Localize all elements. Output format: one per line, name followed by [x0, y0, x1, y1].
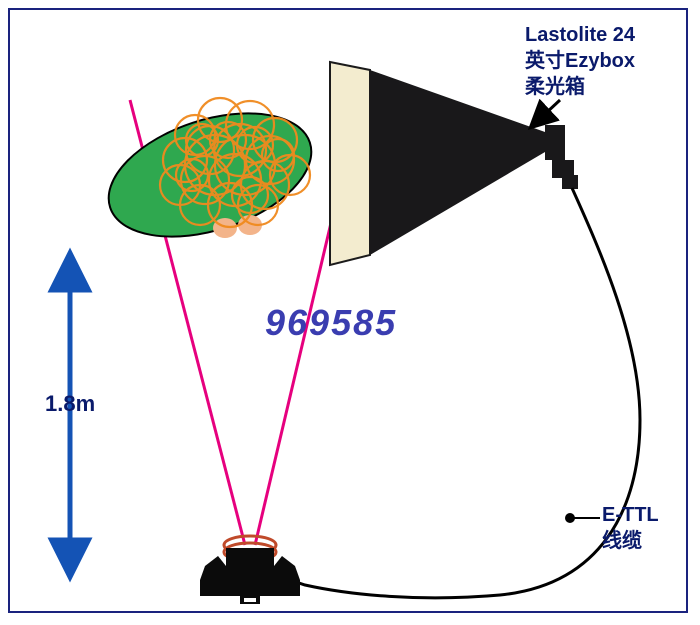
distance-label: 1.8m	[45, 390, 95, 419]
cable-label-line1: E-TTL	[602, 502, 659, 528]
cable-label-leader	[565, 513, 600, 523]
softbox-label-line3: 柔光箱	[525, 74, 585, 100]
camera-icon	[200, 536, 300, 604]
diagram-canvas: 1.8m Lastolite 24 英寸Ezybox 柔光箱 E-TTL 线缆 …	[0, 0, 700, 625]
subject	[93, 90, 327, 260]
softbox-label-arrow	[530, 100, 560, 128]
cable-label-line2: 线缆	[602, 528, 642, 554]
softbox-label-line2: 英寸Ezybox	[525, 48, 635, 74]
watermark-text: 969585	[265, 300, 397, 347]
softbox-label-line1: Lastolite 24	[525, 22, 635, 48]
